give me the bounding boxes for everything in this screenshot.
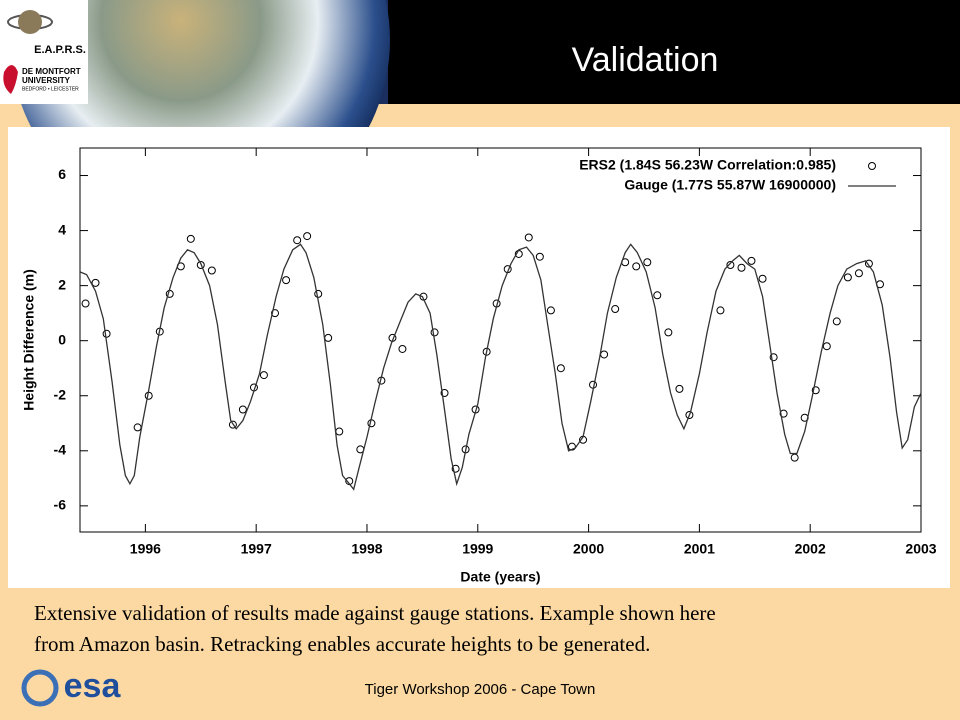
ers2-point <box>440 388 449 397</box>
ers2-point <box>293 236 302 245</box>
ers2-point <box>524 233 533 242</box>
ers2-point <box>556 364 565 373</box>
ers2-point <box>282 276 291 285</box>
x-tick-label: 2000 <box>573 541 604 557</box>
plot-frame <box>79 147 922 533</box>
x-tick-label: 1998 <box>351 541 382 557</box>
ers2-point <box>186 234 195 243</box>
esa-emblem <box>21 669 59 707</box>
dmu-emblem <box>3 65 19 94</box>
ers2-point <box>546 306 555 315</box>
ers2-point <box>632 262 641 271</box>
ers2-point <box>779 409 788 418</box>
y-tick-label: -2 <box>54 386 67 402</box>
ers2-point <box>535 252 544 261</box>
x-tick-label: 2002 <box>795 541 826 557</box>
ers2-point <box>758 274 767 283</box>
ers2-point <box>664 328 673 337</box>
ers2-point <box>398 344 407 353</box>
y-tick-label: -4 <box>54 441 67 457</box>
ers2-point <box>843 273 852 282</box>
uni-line2: UNIVERSITY <box>22 76 71 85</box>
x-tick-label: 1997 <box>241 541 272 557</box>
body-text: from Amazon basin. Retracking enables ac… <box>34 632 651 656</box>
ers2-point <box>102 329 111 338</box>
ers2-point <box>716 306 725 315</box>
ers2-point <box>685 411 694 420</box>
legend-marker <box>868 162 876 170</box>
ers2-point <box>726 260 735 269</box>
ers2-point <box>747 256 756 265</box>
x-tick-label: 1999 <box>462 541 493 557</box>
ers2-point <box>790 453 799 462</box>
ers2-point <box>854 269 863 278</box>
ers2-point <box>207 266 216 275</box>
body-text: Extensive validation of results made aga… <box>34 601 716 625</box>
ers2-point <box>811 386 820 395</box>
ers2-point <box>81 299 90 308</box>
ers2-point <box>196 260 205 269</box>
ers2-point <box>643 258 652 267</box>
x-tick-label: 2003 <box>905 541 936 557</box>
y-tick-label: 0 <box>58 331 66 347</box>
logo-planet <box>18 10 42 34</box>
ers2-point <box>675 384 684 393</box>
ers2-point <box>864 259 873 268</box>
gauge-line <box>79 243 922 491</box>
esa-logo-text: esa <box>64 667 122 705</box>
ers2-point <box>451 464 460 473</box>
ers2-point <box>653 291 662 300</box>
ers2-point <box>259 371 268 380</box>
ers2-point <box>271 309 280 318</box>
uni-line1: DE MONTFORT <box>22 67 81 76</box>
y-tick-label: 6 <box>58 166 66 182</box>
y-tick-label: 2 <box>58 276 66 292</box>
slide-title: Validation <box>572 41 719 79</box>
ers2-point <box>482 347 491 356</box>
y-tick-label: -6 <box>54 497 67 513</box>
x-tick-label: 2001 <box>684 541 715 557</box>
ers2-point <box>303 232 312 241</box>
ers2-point <box>769 353 778 362</box>
ers2-point <box>228 420 237 429</box>
y-axis-label: Height Difference (m) <box>21 269 37 411</box>
legend-label: ERS2 (1.84S 56.23W Correlation:0.985) <box>579 157 836 173</box>
ers2-point <box>832 317 841 326</box>
chart: -6 -4 -2 0 2 4 6 1996 1997 1998 1999 2000 2001 2002 20… <box>21 147 937 585</box>
y-tick-label: 4 <box>58 221 66 237</box>
ers2-point <box>611 305 620 314</box>
ers2-point <box>91 278 100 287</box>
ers2-point <box>238 405 247 414</box>
footer-text: Tiger Workshop 2006 - Cape Town <box>365 681 596 698</box>
uni-line3: BEDFORD • LEICESTER <box>22 86 79 92</box>
ers2-point <box>430 328 439 337</box>
chart-panel <box>8 127 950 588</box>
ers2-point <box>822 342 831 351</box>
x-axis-label: Date (years) <box>460 569 540 585</box>
legend-label: Gauge (1.77S 55.87W 16900000) <box>624 177 836 193</box>
logo-name: E.A.P.R.S. <box>34 44 86 56</box>
x-tick-label: 1996 <box>130 541 161 557</box>
ers2-point <box>737 263 746 272</box>
